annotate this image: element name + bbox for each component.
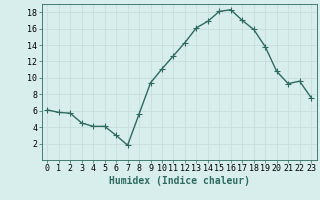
- X-axis label: Humidex (Indice chaleur): Humidex (Indice chaleur): [109, 176, 250, 186]
